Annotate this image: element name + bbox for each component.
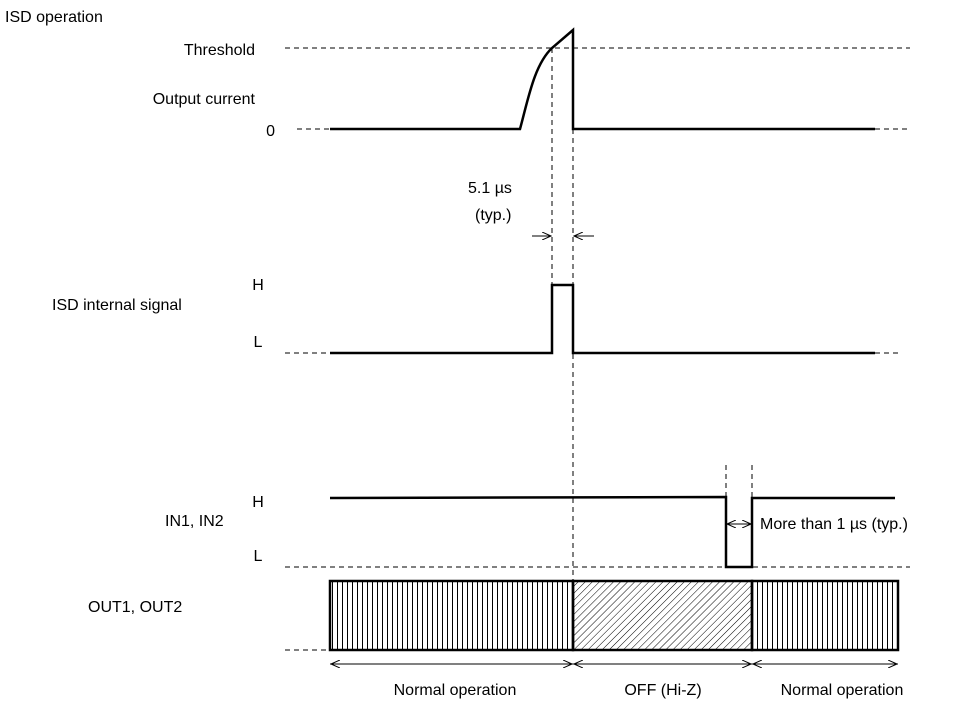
delay-typ-label: (typ.)	[475, 207, 511, 224]
state-label-normal-1: Normal operation	[394, 682, 517, 699]
output-current-label: Output current	[153, 91, 256, 108]
output-current-waveform	[330, 27, 875, 131]
min-pulse-label: More than 1 µs (typ.)	[760, 516, 908, 533]
threshold-label: Threshold	[184, 42, 255, 59]
isd-low-label: L	[254, 334, 263, 351]
isd-internal-label: ISD internal signal	[52, 297, 182, 314]
outputs-label: OUT1, OUT2	[88, 599, 182, 616]
inputs-label: IN1, IN2	[165, 513, 224, 530]
state-label-normal-2: Normal operation	[781, 682, 904, 699]
out-normal-block-2	[750, 579, 900, 652]
isd-internal-waveform	[330, 283, 875, 355]
delay-value-label: 5.1 µs	[468, 180, 512, 197]
out-off-block	[571, 579, 754, 652]
inputs-waveform	[329, 495, 895, 569]
state-label-off: OFF (Hi-Z)	[624, 682, 701, 699]
zero-label: 0	[266, 123, 275, 140]
in-low-label: L	[254, 548, 263, 565]
diagram-title: ISD operation	[5, 9, 103, 26]
out-normal-block-1	[328, 579, 575, 652]
in-high-label: H	[252, 494, 264, 511]
isd-high-label: H	[252, 277, 264, 294]
